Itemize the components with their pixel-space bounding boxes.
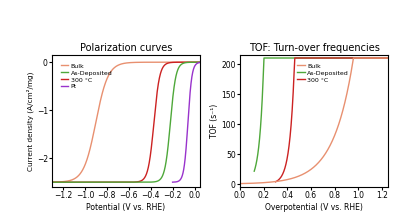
Y-axis label: TOF (s⁻¹): TOF (s⁻¹) bbox=[210, 104, 218, 138]
X-axis label: Overpotential (V vs. RHE): Overpotential (V vs. RHE) bbox=[265, 203, 363, 212]
Legend: Bulk, As-Deposited, 300 °C, Pt: Bulk, As-Deposited, 300 °C, Pt bbox=[58, 61, 115, 92]
Legend: Bulk, As-Deposited, 300 °C: Bulk, As-Deposited, 300 °C bbox=[295, 61, 352, 85]
Y-axis label: Current density (A/cm²/mg): Current density (A/cm²/mg) bbox=[26, 71, 34, 171]
Title: TOF: Turn-over frequencies: TOF: Turn-over frequencies bbox=[248, 43, 380, 53]
X-axis label: Potential (V vs. RHE): Potential (V vs. RHE) bbox=[86, 203, 166, 212]
Title: Polarization curves: Polarization curves bbox=[80, 43, 172, 53]
Text: Hydrogen evolution from exfoliated: Hydrogen evolution from exfoliated bbox=[64, 13, 336, 28]
